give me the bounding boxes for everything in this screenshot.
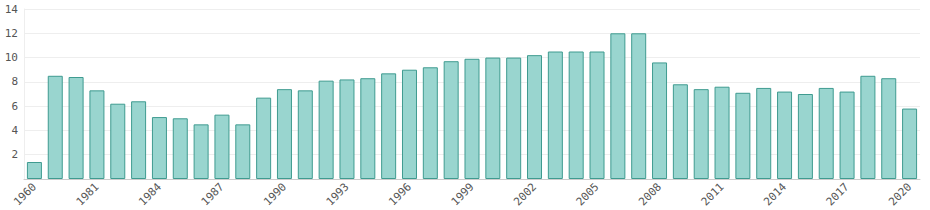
- svg-text:1999: 1999: [449, 180, 477, 208]
- svg-text:2005: 2005: [574, 180, 602, 208]
- svg-text:1996: 1996: [386, 180, 414, 208]
- svg-text:1984: 1984: [136, 180, 164, 208]
- svg-text:2017: 2017: [824, 180, 852, 208]
- svg-text:1960: 1960: [11, 180, 39, 208]
- svg-text:10: 10: [5, 51, 18, 64]
- svg-text:1990: 1990: [261, 180, 289, 208]
- svg-text:2020: 2020: [886, 180, 914, 208]
- svg-text:2008: 2008: [636, 180, 664, 208]
- svg-text:2: 2: [11, 148, 18, 161]
- svg-text:6: 6: [11, 100, 18, 113]
- svg-text:2014: 2014: [761, 180, 789, 208]
- svg-text:2002: 2002: [511, 180, 539, 208]
- svg-text:12: 12: [5, 27, 18, 40]
- svg-text:1987: 1987: [199, 180, 227, 208]
- svg-text:2011: 2011: [699, 180, 727, 208]
- svg-text:8: 8: [11, 75, 18, 88]
- svg-text:1981: 1981: [74, 180, 102, 208]
- svg-text:14: 14: [5, 3, 19, 16]
- svg-text:4: 4: [11, 124, 18, 137]
- svg-text:1993: 1993: [324, 180, 352, 208]
